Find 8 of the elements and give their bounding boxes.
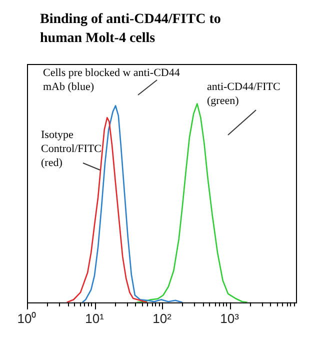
x-tick-label: 10⁰	[17, 310, 37, 326]
chart-title: Binding of anti-CD44/FITC to human Molt-4 cells	[40, 11, 222, 48]
text: Cells pre blocked w anti-CD44 mAb (blue)	[43, 66, 181, 94]
annotation: Isotype Control/FITC (red)	[41, 128, 103, 170]
x-tick-label: 10¹	[85, 310, 105, 326]
x-tick-label: 10³	[220, 310, 240, 326]
x-tick-label: 10²	[152, 310, 172, 326]
annotation: anti-CD44/FITC (green)	[207, 80, 282, 108]
